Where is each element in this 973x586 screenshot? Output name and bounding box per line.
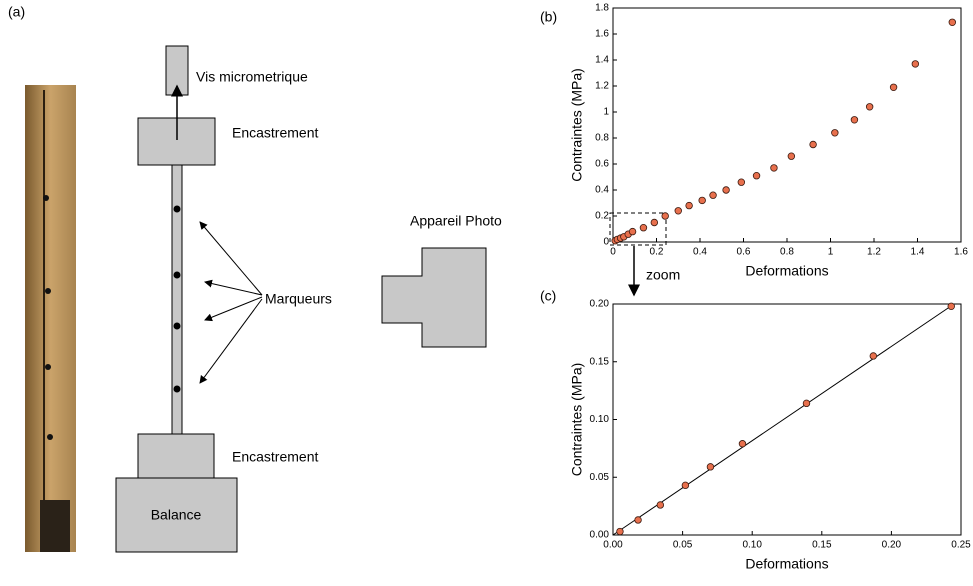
x-tick-label: 1	[828, 247, 834, 258]
x-tick-label: 1.4	[911, 247, 925, 258]
data-point	[831, 129, 839, 137]
panel-label: (b)	[540, 9, 557, 25]
data-point	[634, 516, 642, 524]
x-tick-label: 0.6	[737, 247, 751, 258]
data-point	[674, 207, 682, 215]
data-point	[770, 164, 778, 172]
y-tick-label: 1.8	[595, 3, 609, 14]
x-tick-label: 0.00	[603, 540, 623, 551]
data-point	[850, 116, 859, 124]
label: Encastrement	[232, 125, 318, 141]
label: Marqueurs	[265, 291, 332, 307]
label: zoom	[646, 267, 680, 283]
plot-frame	[612, 7, 962, 243]
label: Encastrement	[232, 449, 318, 465]
data-point	[722, 186, 730, 194]
y-tick-label: 0.6	[595, 159, 609, 170]
x-tick-label: 0.20	[882, 540, 902, 551]
data-point	[628, 227, 637, 236]
data-point	[639, 223, 648, 232]
data-point	[948, 18, 956, 26]
y-axis-title: Contraintes (MPa)	[569, 363, 585, 477]
y-axis-title: Contraintes (MPa)	[569, 68, 585, 182]
data-point	[737, 178, 746, 186]
y-tick-label: 0.4	[595, 185, 609, 196]
y-tick-label: 0.15	[590, 356, 610, 367]
x-tick-label: 0	[610, 247, 616, 258]
photo	[25, 85, 76, 552]
data-point	[650, 218, 659, 227]
y-tick-label: 1.2	[595, 81, 609, 92]
y-tick-label: 0.2	[595, 211, 609, 222]
y-tick-label: 0.10	[590, 414, 610, 425]
data-point	[802, 399, 811, 408]
plot-frame	[612, 303, 962, 536]
y-tick-label: 1	[603, 107, 609, 118]
data-point	[656, 501, 665, 509]
data-point	[947, 302, 955, 311]
x-tick-label: 0.10	[742, 540, 762, 551]
fit-line	[612, 303, 955, 536]
x-tick-label: 0.4	[693, 247, 707, 258]
x-axis-title: Deformations	[745, 556, 828, 572]
zoom-box	[609, 212, 667, 246]
data-point	[889, 83, 898, 91]
y-tick-label: 0.00	[590, 530, 610, 541]
panel-label: (c)	[540, 288, 556, 304]
y-tick-label: 0.20	[590, 299, 610, 310]
x-tick-label: 1.2	[867, 247, 881, 258]
data-point	[661, 212, 669, 220]
y-tick-label: 1.6	[595, 29, 609, 40]
data-point	[869, 352, 878, 360]
data-point	[787, 152, 796, 160]
apparatus	[115, 45, 487, 553]
label: Appareil Photo	[410, 213, 502, 229]
data-point	[616, 527, 624, 536]
data-point	[752, 171, 761, 180]
x-tick-label: 0.15	[812, 540, 832, 551]
data-point	[809, 140, 817, 149]
x-tick-label: 0.25	[951, 540, 971, 551]
y-tick-label: 1.4	[595, 55, 609, 66]
data-point	[865, 103, 874, 111]
data-point	[911, 60, 920, 68]
x-tick-label: 0.05	[673, 540, 693, 551]
data-point	[681, 481, 690, 490]
data-point	[706, 463, 715, 471]
x-tick-label: 1.6	[954, 247, 968, 258]
data-point	[698, 196, 706, 205]
data-point	[709, 191, 717, 199]
y-tick-label: 0.05	[590, 472, 610, 483]
label: Balance	[151, 507, 202, 523]
panel-label: (a)	[8, 4, 25, 20]
y-tick-label: 0.8	[595, 133, 609, 144]
label: Vis micrometrique	[196, 69, 308, 85]
data-point	[685, 201, 693, 210]
x-tick-label: 0.8	[780, 247, 794, 258]
y-tick-label: 0	[603, 237, 609, 248]
x-axis-title: Deformations	[745, 263, 828, 279]
x-tick-label: 0.2	[650, 247, 664, 258]
data-point	[738, 440, 747, 448]
